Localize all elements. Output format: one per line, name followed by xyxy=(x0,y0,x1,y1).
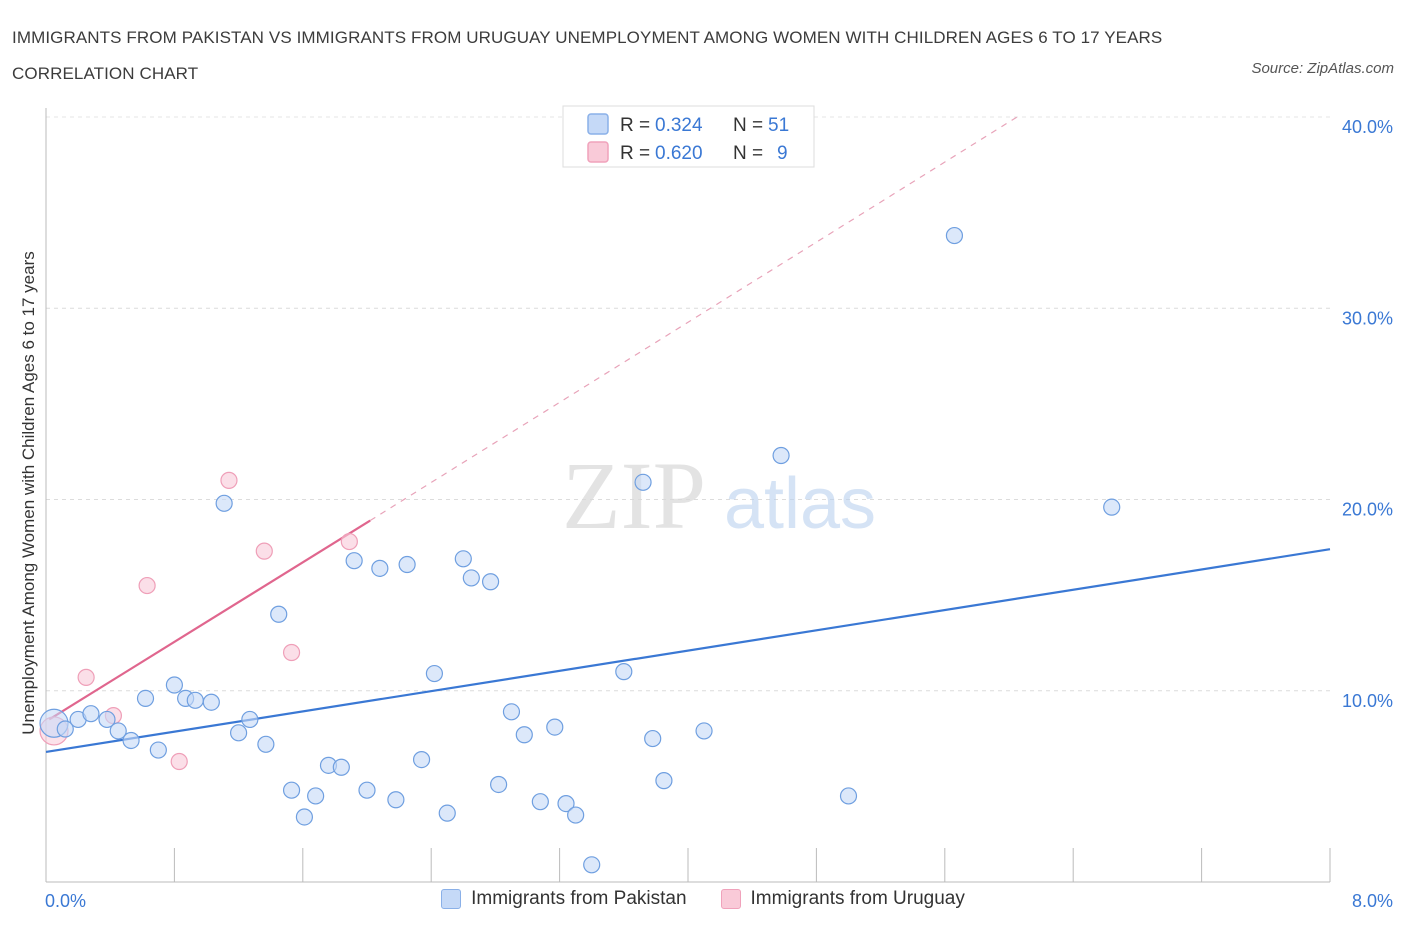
pakistan-point-26 xyxy=(387,791,405,809)
legend-n-value-uruguay: 9 xyxy=(777,143,788,164)
pakistan-point-40 xyxy=(567,806,585,824)
legend-swatch-pakistan xyxy=(587,113,609,135)
legend-swatch-bottom-uruguay xyxy=(720,889,741,909)
legend-swatch-bottom-pakistan xyxy=(441,889,462,909)
trend-layer xyxy=(45,116,1331,754)
pakistan-point-14 xyxy=(230,724,248,742)
y-tick-label-40: 40.0% xyxy=(1342,117,1393,137)
pakistan-point-1 xyxy=(56,720,74,738)
pakistan-point-4 xyxy=(98,710,116,729)
legend-r-value-uruguay: 0.620 xyxy=(655,143,703,164)
pakistan-point-34 xyxy=(490,775,508,794)
pakistan-point-12 xyxy=(202,693,220,711)
pakistan-point-3 xyxy=(82,705,100,723)
points-layer xyxy=(39,226,1121,874)
legend-item-uruguay: Immigrants from Uruguay xyxy=(720,888,965,910)
legend-n-label-uruguay: N = xyxy=(733,143,763,164)
pakistan-point-9 xyxy=(165,676,183,694)
pakistan-point-29 xyxy=(425,664,444,683)
pakistan-point-39 xyxy=(557,794,575,813)
pakistan-point-27 xyxy=(398,555,416,574)
pakistan-point-44 xyxy=(644,729,662,748)
pakistan-point-35 xyxy=(502,703,521,721)
pakistan-point-6 xyxy=(122,731,140,750)
x-tick-label-max: 8.0% xyxy=(1352,891,1393,911)
chart-title: IMMIGRANTS FROM PAKISTAN VS IMMIGRANTS F… xyxy=(12,28,1163,83)
pakistan-point-50 xyxy=(1103,498,1121,516)
legend-item-pakistan: Immigrants from Pakistan xyxy=(441,888,687,910)
pakistan-point-30 xyxy=(438,804,456,822)
pakistan-point-18 xyxy=(282,781,301,799)
uruguay-point-8 xyxy=(340,532,358,551)
pakistan-point-5 xyxy=(109,722,127,740)
pakistan-point-42 xyxy=(615,663,633,681)
watermark-atlas: atlas xyxy=(724,464,876,544)
y-tick-label-30: 30.0% xyxy=(1342,308,1393,328)
pakistan-point-37 xyxy=(531,793,549,811)
legend-label-uruguay: Immigrants from Uruguay xyxy=(750,888,965,909)
trend-line-uruguay xyxy=(48,519,371,721)
pakistan-point-19 xyxy=(295,808,314,826)
pakistan-point-47 xyxy=(772,446,790,465)
pakistan-point-32 xyxy=(462,569,480,587)
pakistan-point-45 xyxy=(655,772,673,790)
legend-n-value-pakistan: 51 xyxy=(768,115,789,136)
pakistan-point-28 xyxy=(412,750,431,769)
uruguay-point-7 xyxy=(282,643,301,662)
uruguay-point-3 xyxy=(138,576,156,595)
legend-r-label-uruguay: R = xyxy=(620,143,650,164)
pakistan-point-20 xyxy=(307,787,325,805)
pakistan-point-36 xyxy=(515,726,533,744)
x-tick-label-min: 0.0% xyxy=(45,891,86,911)
uruguay-point-6 xyxy=(255,542,273,560)
y-tick-label-10: 10.0% xyxy=(1342,691,1393,711)
pakistan-point-46 xyxy=(695,722,713,740)
y-tick-label-20: 20.0% xyxy=(1342,500,1393,520)
pakistan-point-33 xyxy=(481,573,500,591)
pakistan-point-48 xyxy=(839,787,858,805)
source-label: Source: ZipAtlas.com xyxy=(1251,60,1394,77)
pakistan-point-13 xyxy=(215,494,233,512)
legend-label-pakistan: Immigrants from Pakistan xyxy=(471,888,687,909)
pakistan-point-15 xyxy=(241,710,259,729)
pakistan-point-43 xyxy=(634,473,652,491)
uruguay-point-1 xyxy=(77,668,95,686)
pakistan-point-49 xyxy=(945,226,964,245)
legend-r-label-pakistan: R = xyxy=(620,115,650,136)
legend-top: R = 0.324 N = 51 R = 0.620 N = 9 xyxy=(562,105,815,168)
pakistan-point-11 xyxy=(186,691,204,709)
y-axis-label: Unemployment Among Women with Children A… xyxy=(19,251,38,735)
legend-r-value-pakistan: 0.324 xyxy=(655,115,703,136)
pakistan-point-25 xyxy=(371,559,389,577)
watermark-zip: ZIP xyxy=(562,442,706,549)
pakistan-point-23 xyxy=(345,552,363,570)
pakistan-point-8 xyxy=(149,741,167,759)
legend-swatch-uruguay xyxy=(587,141,609,163)
pakistan-point-16 xyxy=(257,735,275,753)
grid-layer xyxy=(46,116,1330,692)
axis-layer: 10.0% 20.0% 30.0% 40.0% xyxy=(45,108,1393,883)
pakistan-point-41 xyxy=(583,856,601,874)
pakistan-point-22 xyxy=(332,758,350,776)
trend-line-pakistan xyxy=(45,548,1331,754)
uruguay-point-4 xyxy=(170,752,188,771)
pakistan-point-31 xyxy=(454,550,472,568)
legend-bottom: Immigrants from Pakistan Immigrants from… xyxy=(0,888,1406,910)
pakistan-point-24 xyxy=(358,781,376,799)
legend-n-label-pakistan: N = xyxy=(733,115,763,136)
pakistan-point-17 xyxy=(270,605,288,623)
uruguay-point-5 xyxy=(220,471,238,489)
pakistan-point-7 xyxy=(136,689,155,708)
pakistan-point-38 xyxy=(546,718,564,736)
